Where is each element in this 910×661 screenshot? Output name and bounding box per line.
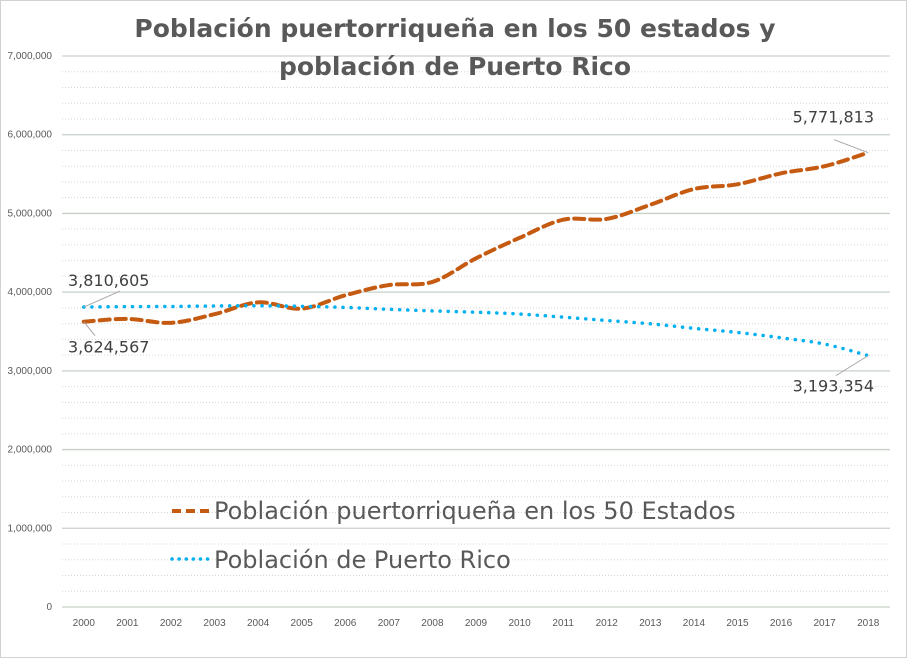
chart-title-line-2: población de Puerto Rico: [279, 52, 631, 81]
x-tick-label: 2018: [857, 618, 880, 629]
x-tick-label: 2004: [247, 618, 270, 629]
data-label-leader: [83, 321, 96, 337]
x-tick-label: 2006: [334, 618, 357, 629]
y-tick-label: 3,000,000: [8, 366, 53, 377]
y-tick-label: 0: [46, 602, 52, 613]
x-axis: 2000 2001 2002 2003 2004 2005 2006 2007 2008 2009…: [73, 618, 880, 629]
x-tick-label: 2017: [814, 618, 837, 629]
series-line-estados: [81, 150, 871, 325]
x-tick-label: 2001: [116, 618, 139, 629]
y-tick-label: 5,000,000: [8, 208, 53, 219]
y-tick-label: 7,000,000: [8, 51, 53, 62]
chart-title-line-1: Población puertorriqueña en los 50 estad…: [134, 14, 775, 43]
x-tick-label: 2015: [726, 618, 749, 629]
data-label-leader: [83, 290, 121, 308]
data-label: 3,624,567: [68, 338, 149, 357]
data-label: 5,771,813: [793, 108, 874, 127]
x-tick-label: 2010: [508, 618, 531, 629]
y-axis: 0 1,000,000 2,000,000 3,000,000 4,000,000 5,0…: [8, 51, 53, 613]
legend-label-50-estados: Población puertorriqueña en los 50 Estad…: [214, 497, 736, 525]
x-tick-label: 2014: [683, 618, 706, 629]
x-tick-label: 2016: [770, 618, 793, 629]
y-tick-label: 4,000,000: [8, 287, 53, 298]
x-tick-label: 2013: [639, 618, 662, 629]
y-tick-label: 1,000,000: [8, 523, 53, 534]
data-labels: 3,624,567 5,771,813 3,810,605 3,193,354: [68, 108, 874, 396]
y-tick-label: 6,000,000: [8, 130, 53, 141]
data-label: 3,810,605: [68, 271, 149, 290]
x-tick-label: 2011: [552, 618, 574, 629]
y-tick-label: 2,000,000: [8, 445, 53, 456]
data-label-leader: [835, 355, 869, 377]
gridlines: [62, 55, 890, 608]
x-tick-label: 2000: [73, 618, 96, 629]
data-label: 3,193,354: [793, 377, 874, 396]
legend: Población puertorriqueña en los 50 Estad…: [170, 497, 736, 574]
series-line-puerto-rico: [82, 304, 870, 358]
data-label-leader: [833, 139, 869, 154]
x-tick-label: 2003: [203, 618, 226, 629]
x-tick-label: 2012: [596, 618, 619, 629]
x-tick-label: 2008: [421, 618, 444, 629]
series-group: [81, 150, 871, 358]
legend-label-puerto-rico: Población de Puerto Rico: [214, 546, 511, 574]
x-tick-label: 2009: [465, 618, 488, 629]
x-tick-label: 2002: [160, 618, 183, 629]
x-tick-label: 2005: [291, 618, 314, 629]
x-tick-label: 2007: [378, 618, 401, 629]
